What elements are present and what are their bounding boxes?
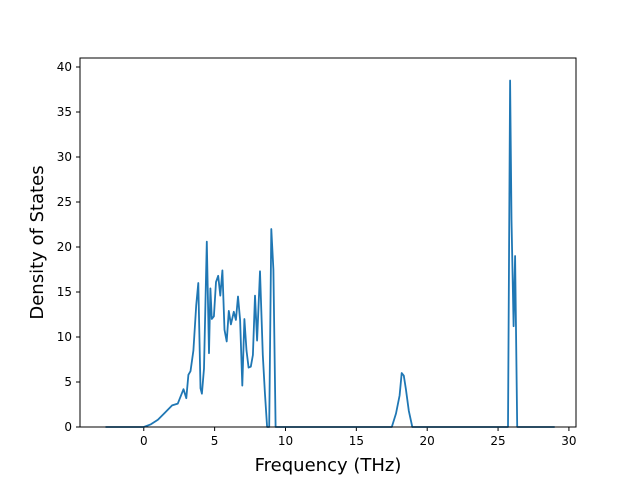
x-tick-label: 25 [490,434,505,448]
y-tick-label: 15 [57,285,72,299]
y-tick-label: 30 [57,150,72,164]
y-tick-label: 40 [57,60,72,74]
ticks-layer: 0 5 10 15 20 25 30 0 5 10 15 20 25 30 35 40 [57,60,577,448]
x-tick-label: 30 [561,434,576,448]
axes-frame [79,57,577,428]
y-tick-label: 25 [57,195,72,209]
y-tick-label: 10 [57,330,72,344]
y-tick-label: 5 [64,375,72,389]
y-axis-title: Density of States [27,165,48,319]
x-tick-label: 20 [420,434,435,448]
y-tick-label: 0 [64,420,72,434]
y-tick-label: 20 [57,240,72,254]
x-axis-title: Frequency (THz) [255,455,402,476]
y-tick-label: 35 [57,105,72,119]
x-tick-label: 10 [278,434,293,448]
x-tick-label: 5 [211,434,219,448]
x-tick-label: 15 [349,434,364,448]
x-tick-label: 0 [140,434,148,448]
